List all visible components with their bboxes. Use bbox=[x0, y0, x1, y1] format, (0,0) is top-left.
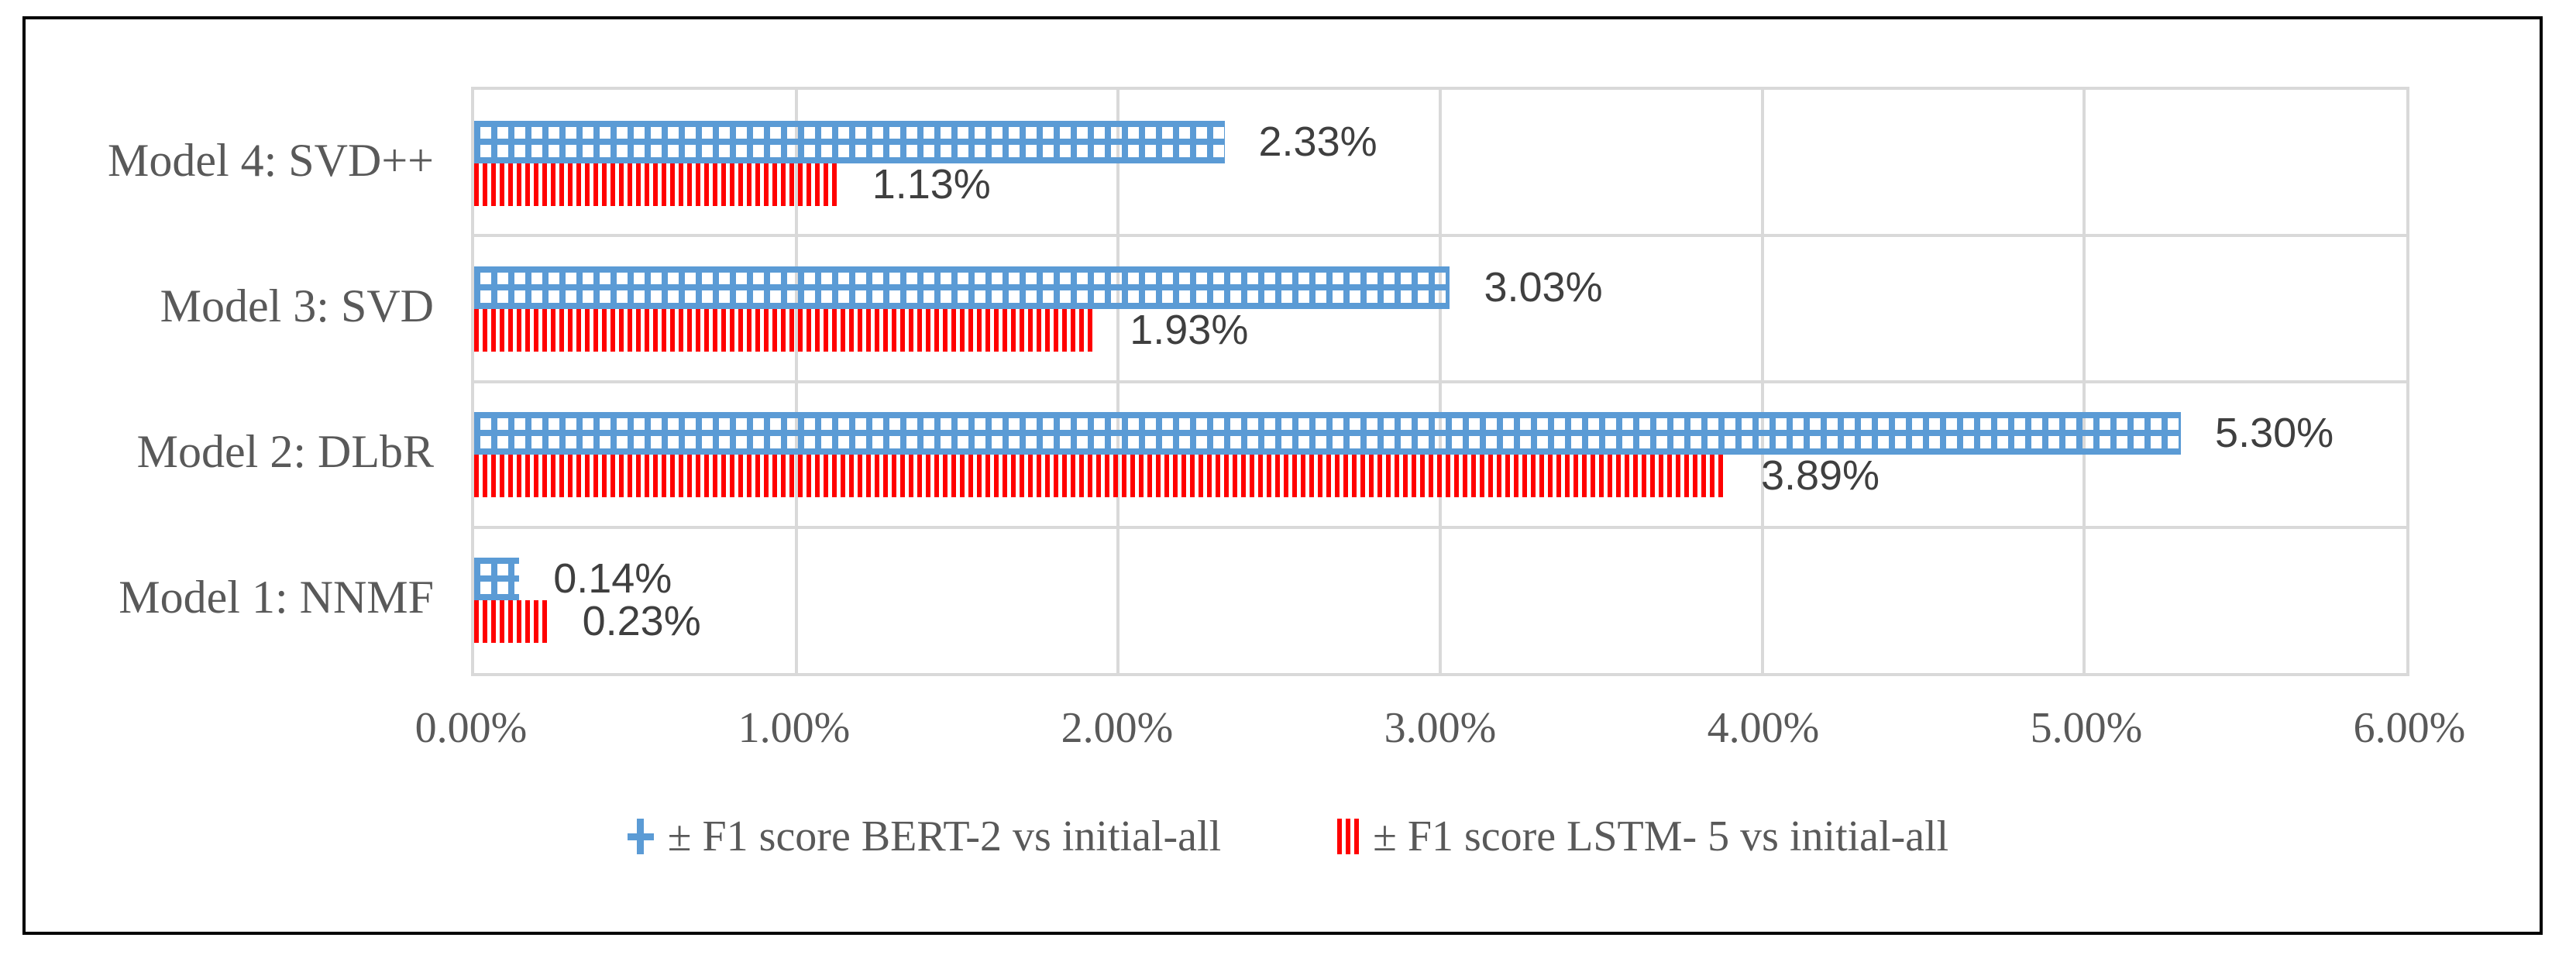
legend-label: ± F1 score BERT-2 vs initial-all bbox=[667, 812, 1222, 860]
chart-frame-border bbox=[22, 16, 2543, 935]
axis-tick-label: 0.00% bbox=[414, 704, 528, 752]
legend: ± F1 score BERT-2 vs initial-all ± F1 sco… bbox=[0, 812, 2576, 861]
horizontal-gridline bbox=[474, 525, 2406, 529]
axis-tick-label: 6.00% bbox=[2353, 704, 2466, 752]
bar-series2-cat2 bbox=[474, 455, 1727, 498]
legend-stripes-pattern-icon bbox=[1337, 819, 1360, 854]
bar-series1-cat3 bbox=[474, 266, 1450, 309]
bar-series2-cat3 bbox=[474, 308, 1096, 352]
axis-tick-label: 3.00% bbox=[1384, 704, 1497, 752]
bar-series1-cat4 bbox=[474, 120, 1225, 163]
category-label: Model 1: NNMF bbox=[119, 572, 434, 623]
axis-tick-label: 2.00% bbox=[1061, 704, 1174, 752]
axis-tick-label: 1.00% bbox=[738, 704, 851, 752]
data-label: 0.14% bbox=[553, 555, 672, 603]
horizontal-gridline bbox=[474, 234, 2406, 238]
category-label: Model 2: DLbR bbox=[136, 426, 434, 478]
legend-label: ± F1 score LSTM- 5 vs initial-all bbox=[1373, 812, 1949, 860]
category-label: Model 4: SVD++ bbox=[107, 134, 434, 186]
x-axis: 0.00% 1.00% 2.00% 3.00% 4.00% 5.00% 6.00% bbox=[415, 696, 2466, 765]
legend-item: ± F1 score LSTM- 5 vs initial-all bbox=[1337, 812, 1948, 861]
bar-series1-cat2 bbox=[474, 412, 2182, 455]
data-label: 3.03% bbox=[1484, 263, 1603, 311]
data-label: 5.30% bbox=[2215, 410, 2334, 457]
legend-item: ± F1 score BERT-2 vs initial-all bbox=[627, 812, 1222, 861]
legend-grid-pattern-icon bbox=[627, 819, 654, 854]
bar-series2-cat4 bbox=[474, 163, 838, 206]
bar-series1-cat1 bbox=[474, 558, 520, 601]
category-axis: Model 4: SVD++ Model 3: SVD Model 2: DLbR M… bbox=[22, 87, 434, 676]
horizontal-gridline bbox=[474, 380, 2406, 383]
data-label: 0.23% bbox=[582, 598, 701, 645]
data-label: 1.13% bbox=[872, 160, 991, 208]
axis-tick-label: 4.00% bbox=[1707, 704, 1820, 752]
data-label: 3.89% bbox=[1760, 452, 1880, 500]
data-label: 2.33% bbox=[1258, 118, 1377, 165]
data-label: 1.93% bbox=[1130, 306, 1249, 353]
bar-series2-cat1 bbox=[474, 600, 549, 644]
axis-tick-label: 5.00% bbox=[2030, 704, 2143, 752]
plot-area: 2.33% 1.13% 3.03% 1.93% 5.30% 3.89% 0.14% 0.23% bbox=[471, 87, 2409, 676]
category-label: Model 3: SVD bbox=[160, 280, 434, 331]
